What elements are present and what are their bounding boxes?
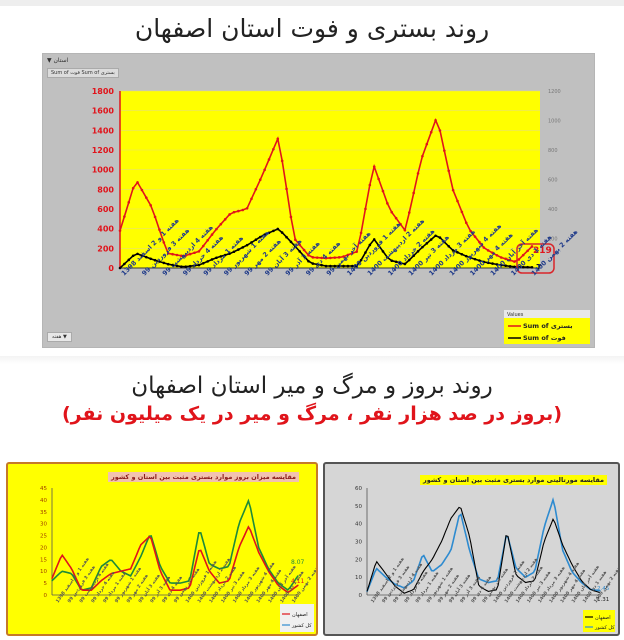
- svg-text:25: 25: [40, 534, 47, 540]
- svg-text:200: 200: [548, 237, 558, 243]
- filter-button[interactable]: استان ▼: [47, 57, 69, 64]
- svg-text:7: 7: [536, 263, 542, 272]
- svg-text:45: 45: [40, 486, 47, 492]
- svg-text:8.07: 8.07: [291, 559, 305, 566]
- svg-text:10: 10: [355, 575, 362, 581]
- top-edge: [0, 0, 624, 6]
- svg-text:0: 0: [44, 593, 48, 599]
- svg-text:200: 200: [97, 244, 114, 253]
- svg-text:5: 5: [44, 581, 48, 587]
- svg-text:1400: 1400: [92, 126, 115, 135]
- svg-text:35: 35: [40, 510, 47, 516]
- svg-text:1000: 1000: [92, 166, 115, 175]
- svg-text:30: 30: [355, 540, 362, 546]
- svg-text:2.45: 2.45: [597, 586, 610, 592]
- svg-text:1000: 1000: [548, 119, 561, 125]
- svg-text:Sum of بستری: Sum of بستری: [523, 322, 573, 330]
- svg-text:20: 20: [40, 545, 47, 551]
- hospitalization-chart-panel: استان ▼ Sum of فوت Sum of بستری 0 200 400 6…: [42, 53, 595, 348]
- svg-text:کل کشور: کل کشور: [291, 623, 312, 629]
- svg-text:اصفهان: اصفهان: [292, 612, 308, 618]
- week-filter-button[interactable]: هفته ▼: [47, 332, 72, 342]
- svg-text:1800: 1800: [92, 87, 115, 96]
- incidence-chart-panel: 0 5 10 15 20 25 30 35 40 45 8.07 4.11 هفته 1 و 2 اسف…: [6, 462, 318, 636]
- svg-text:30: 30: [40, 522, 47, 528]
- svg-text:1600: 1600: [92, 107, 115, 116]
- svg-text:800: 800: [97, 185, 114, 194]
- svg-text:اصفهان: اصفهان: [595, 615, 611, 621]
- svg-text:کل کشور: کل کشور: [594, 625, 615, 631]
- mortality-chart-panel: 0 10 20 30 40 50 60 2.45 1.31 هفته 1 و 2 اسفند 13…: [323, 462, 620, 636]
- svg-text:400: 400: [548, 207, 558, 213]
- svg-text:15: 15: [40, 557, 47, 563]
- svg-text:1200: 1200: [548, 89, 561, 95]
- hospitalization-chart: 0 200 400 600 800 1000 1200 1400 1600 1800 200 400 6…: [92, 87, 590, 344]
- svg-text:50: 50: [355, 504, 362, 510]
- svg-text:600: 600: [97, 205, 114, 214]
- svg-text:40: 40: [40, 498, 47, 504]
- svg-text:219: 219: [533, 246, 552, 256]
- svg-text:0: 0: [359, 593, 363, 599]
- svg-text:800: 800: [548, 148, 558, 154]
- bottom-subtitle: (بروز در صد هزار نفر ، مرگ و میر در یک م…: [61, 403, 562, 425]
- svg-text:20: 20: [355, 557, 362, 563]
- mortality-chart-title: مقایسه مورتالیتی موارد بستری مثبت بین اس…: [420, 475, 608, 485]
- svg-text:10: 10: [40, 569, 47, 575]
- bottom-title: روند بروز و مرگ و میر استان اصفهان: [131, 373, 493, 399]
- svg-text:4.11: 4.11: [291, 578, 305, 585]
- field-buttons[interactable]: Sum of فوت Sum of بستری: [47, 68, 119, 78]
- svg-text:600: 600: [548, 178, 558, 184]
- svg-text:60: 60: [355, 486, 362, 492]
- top-chart-title: روند بستری و فوت استان اصفهان: [134, 14, 490, 43]
- separator: [0, 356, 624, 364]
- svg-text:Values: Values: [507, 312, 524, 318]
- svg-text:1.31: 1.31: [597, 597, 609, 603]
- svg-text:400: 400: [97, 225, 114, 234]
- svg-text:Sum of فوت: Sum of فوت: [523, 334, 566, 342]
- incidence-chart-title: مقایسه میزان بروز موارد بستری مثبت بین ا…: [108, 472, 300, 482]
- legend: Values Sum of بستری Sum of فوت: [504, 310, 590, 344]
- svg-text:1200: 1200: [92, 146, 115, 155]
- svg-text:0: 0: [108, 264, 114, 273]
- svg-text:40: 40: [355, 522, 362, 528]
